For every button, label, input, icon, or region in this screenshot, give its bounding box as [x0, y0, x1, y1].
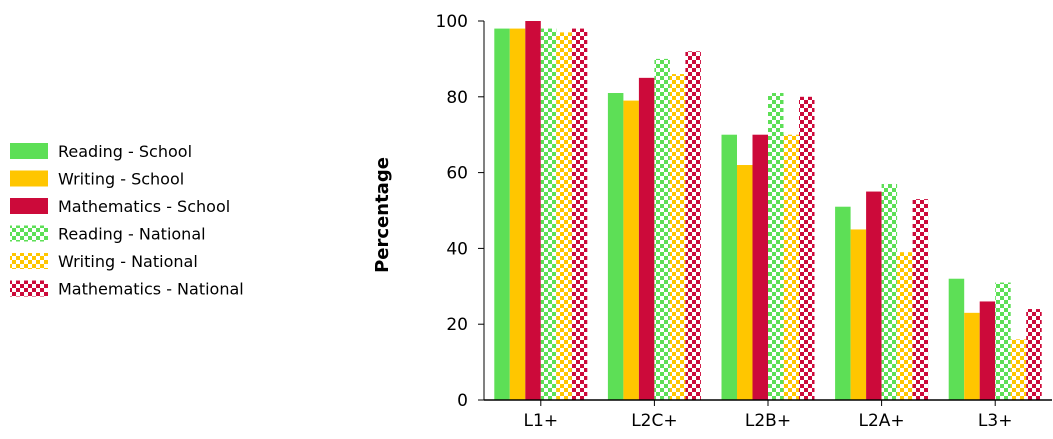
x-tick-label: L2C+ [631, 411, 677, 431]
legend-label: Mathematics - School [58, 197, 230, 216]
x-tick-label: L1+ [524, 411, 559, 431]
legend-item: Reading - School [10, 142, 192, 161]
legend: Reading - School Writing - School Mathemat… [10, 142, 244, 299]
bar [494, 28, 510, 401]
legend-item: Writing - National [10, 252, 198, 271]
y-tick-label: 0 [457, 391, 468, 411]
bar [752, 134, 768, 400]
x-tick-label: L2A+ [859, 411, 905, 431]
bar [638, 77, 655, 400]
bar [897, 252, 913, 400]
bar [721, 134, 737, 400]
bar-group-L2B+ [721, 93, 815, 401]
bar [995, 282, 1011, 400]
bar [850, 229, 867, 400]
bar [783, 134, 799, 400]
legend-swatch [10, 170, 48, 187]
legend-item: Writing - School [10, 170, 184, 189]
bar [654, 58, 670, 401]
bar [768, 93, 784, 400]
legend-label: Writing - National [58, 252, 198, 271]
bar [509, 28, 526, 401]
bar-group-L2C+ [607, 51, 701, 401]
bar [669, 74, 686, 400]
y-tick-label: 40 [446, 239, 468, 259]
x-tick-label: L2B+ [745, 411, 791, 431]
bar [866, 191, 882, 400]
bar [835, 206, 851, 400]
bar [540, 28, 557, 401]
bar [979, 301, 996, 400]
bar [525, 21, 541, 400]
y-axis-title: Percentage [372, 157, 393, 273]
y-tick-label: 60 [446, 164, 468, 184]
y-tick-label: 20 [446, 315, 468, 335]
y-tick-label: 100 [436, 12, 468, 32]
legend-item: Mathematics - National [10, 280, 244, 299]
legend-label: Reading - School [58, 142, 192, 161]
y-tick-label: 80 [446, 88, 468, 108]
legend-swatch [10, 253, 48, 269]
x-axis: L1+ L2C+ L2B+ L2A+ L3+ [483, 21, 1052, 431]
bar [571, 28, 588, 401]
bar [912, 199, 929, 400]
legend-label: Writing - School [58, 170, 184, 189]
y-axis: 0 20 40 60 80 100 [436, 12, 484, 411]
legend-swatch [10, 143, 48, 159]
bar [799, 96, 815, 401]
bar [685, 51, 701, 400]
bar-group-L1+ [494, 21, 588, 401]
bar [556, 32, 572, 401]
bar [1010, 339, 1027, 400]
bar-group-L3+ [948, 278, 1042, 400]
bar [737, 165, 753, 400]
legend-item: Mathematics - School [10, 197, 230, 216]
legend-swatch [10, 280, 48, 297]
bar [948, 278, 965, 400]
legend-label: Reading - National [58, 225, 206, 244]
bar [623, 100, 639, 400]
legend-label: Mathematics - National [58, 280, 244, 299]
bar [607, 93, 624, 400]
bar [964, 312, 980, 400]
legend-swatch [10, 225, 48, 242]
bar [881, 183, 898, 400]
bar [1026, 309, 1042, 400]
bars [494, 21, 1042, 401]
legend-item: Reading - National [10, 225, 206, 244]
legend-swatch [10, 198, 48, 214]
x-tick-label: L3+ [978, 411, 1013, 431]
bar-group-L2A+ [835, 183, 929, 400]
